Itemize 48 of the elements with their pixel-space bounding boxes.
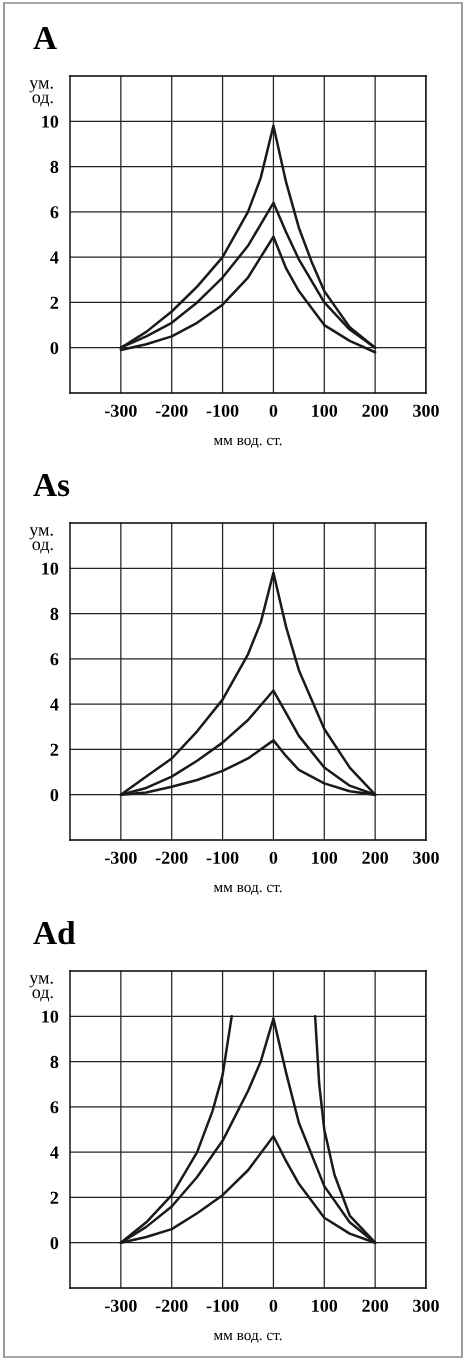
y-tick-label: 4	[50, 1146, 59, 1159]
x-tick-label: -100	[206, 851, 239, 864]
x-tick-label: 100	[312, 404, 338, 417]
chart-title: As	[33, 474, 70, 497]
x-tick-label: -200	[155, 851, 188, 864]
y-tick-label: 10	[42, 115, 59, 128]
y-tick-label: 0	[50, 1236, 59, 1250]
chart-title: Ad	[33, 920, 76, 945]
x-tick-label: -300	[104, 404, 137, 417]
x-tick-label: 300	[413, 851, 439, 864]
x-tick-label: 100	[312, 851, 338, 864]
x-tick-label: 200	[362, 1299, 388, 1312]
y-tick-label: 8	[50, 1055, 59, 1069]
y-axis-title: ум. од.	[29, 975, 53, 1002]
y-axis-title: ум. од.	[29, 527, 53, 554]
y-tick-label: 10	[42, 562, 59, 575]
y-tick-label: 4	[50, 251, 59, 264]
chart-title: A	[33, 27, 57, 50]
y-tick-label: 6	[50, 1101, 59, 1114]
x-tick-label: 300	[413, 404, 439, 417]
x-tick-label: 100	[312, 1299, 338, 1312]
x-axis-title: мм вод. ст.	[213, 1332, 282, 1343]
y-tick-label: 10	[42, 1010, 59, 1023]
x-tick-label: -300	[104, 851, 137, 864]
y-tick-label: 8	[50, 160, 59, 174]
x-axis-title: мм вод. ст.	[213, 437, 282, 448]
x-tick-label: 300	[413, 1299, 439, 1312]
y-tick-label: 0	[50, 788, 59, 802]
x-axis-title: мм вод. ст.	[213, 884, 282, 895]
x-tick-label: -200	[155, 404, 188, 417]
y-tick-label: 0	[50, 341, 59, 355]
x-tick-label: 200	[362, 404, 388, 417]
y-tick-label: 2	[50, 1191, 59, 1204]
x-tick-label: 0	[269, 851, 278, 864]
y-tick-label: 4	[50, 698, 59, 711]
x-tick-label: -300	[104, 1299, 137, 1312]
x-tick-label: 0	[269, 1299, 278, 1312]
y-tick-label: 2	[50, 743, 59, 756]
x-tick-label: -200	[155, 1299, 188, 1312]
x-tick-label: 0	[269, 404, 278, 417]
x-tick-label: -100	[206, 404, 239, 417]
x-tick-label: -100	[206, 1299, 239, 1312]
y-axis-title: ум. од.	[29, 80, 53, 107]
y-tick-label: 2	[50, 296, 59, 309]
y-tick-label: 6	[50, 653, 59, 666]
y-tick-label: 8	[50, 607, 59, 621]
x-tick-label: 200	[362, 851, 388, 864]
y-tick-label: 6	[50, 206, 59, 219]
